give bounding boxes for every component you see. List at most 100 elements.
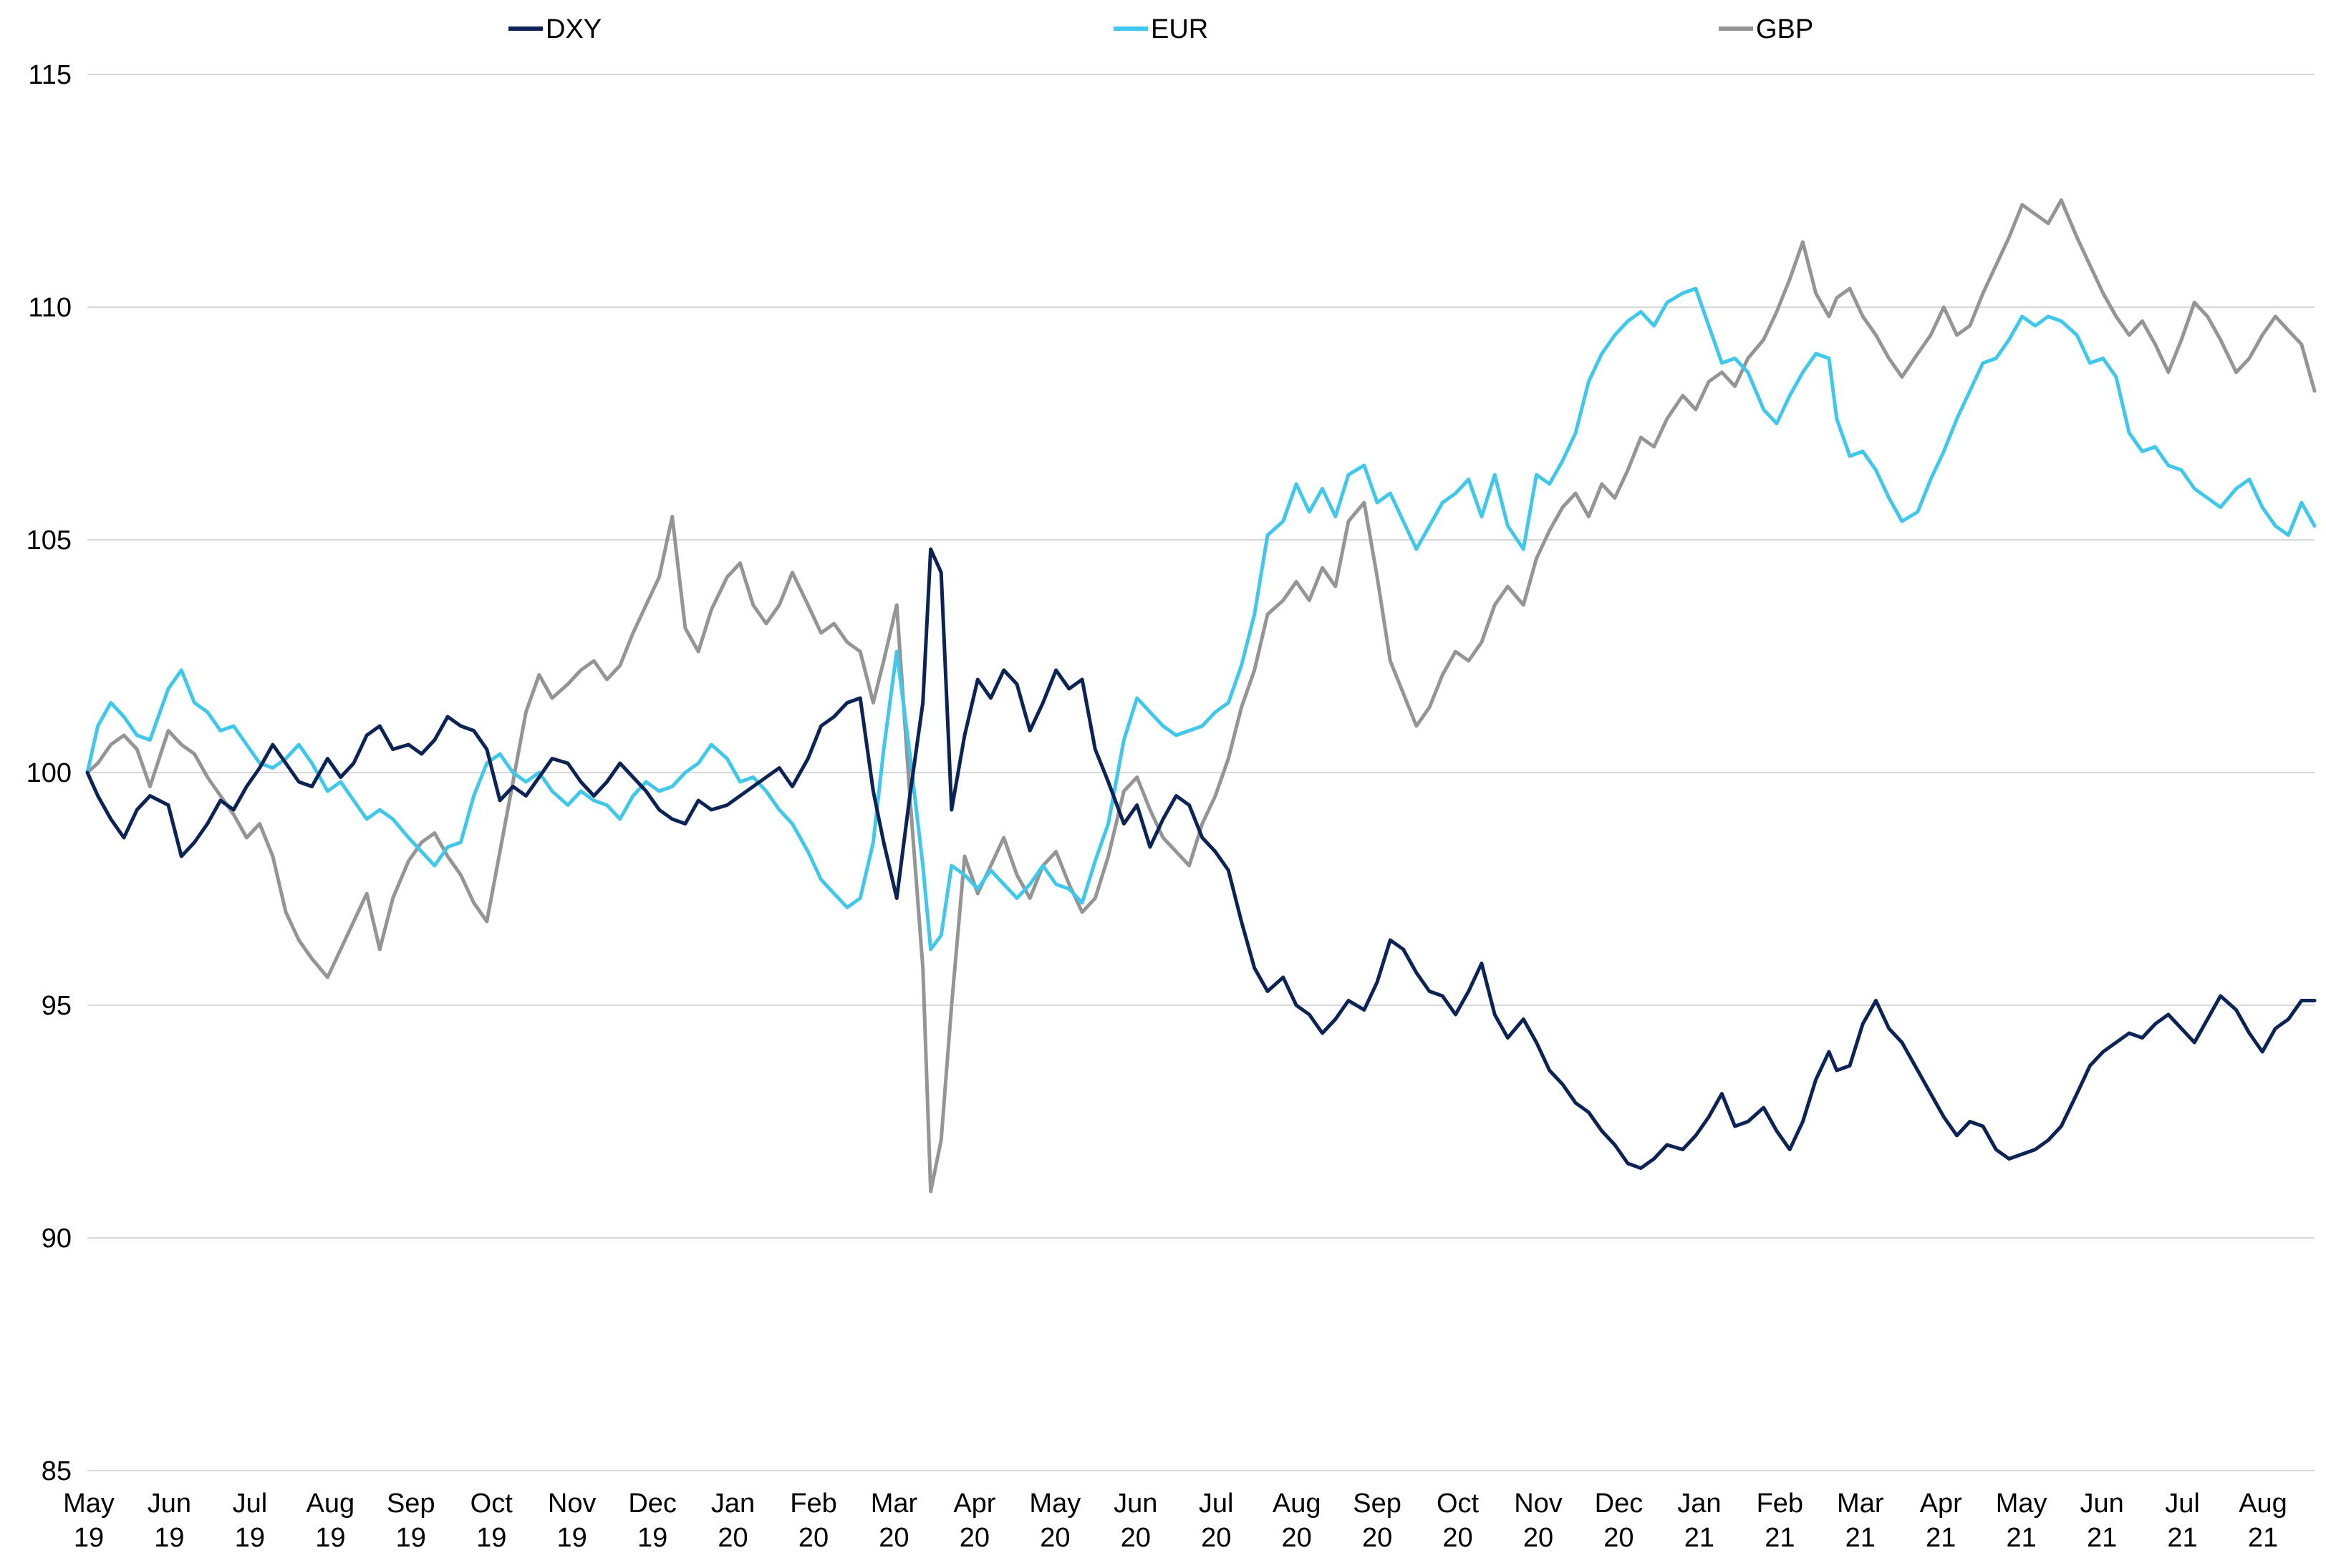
x-tick-month: Nov — [1514, 1489, 1563, 1519]
x-tick-year: 19 — [557, 1523, 587, 1553]
x-tick-label: May 19 — [63, 1489, 115, 1553]
x-tick-year: 20 — [718, 1523, 748, 1553]
x-tick-year: 20 — [1201, 1523, 1231, 1553]
x-tick-month: Jun — [148, 1489, 191, 1519]
x-tick-month: Apr — [1920, 1489, 1962, 1519]
y-tick-label: 115 — [28, 60, 72, 90]
x-tick-year: 19 — [396, 1523, 426, 1553]
x-tick-label: Jul 20 — [1199, 1489, 1234, 1553]
x-tick-month: Jul — [233, 1489, 268, 1519]
x-tick-month: Oct — [470, 1489, 513, 1519]
series-lines — [85, 198, 2317, 1194]
x-tick-month: Jun — [2080, 1489, 2123, 1519]
x-tick-label: May 21 — [1996, 1489, 2047, 1553]
x-tick-year: 19 — [235, 1523, 265, 1553]
x-tick-year: 20 — [798, 1523, 829, 1553]
x-tick-month: Dec — [1595, 1489, 1644, 1519]
x-tick-label: Jun 20 — [1114, 1489, 1157, 1553]
legend: DXY EUR GBP — [508, 14, 1813, 44]
x-tick-month: Aug — [2239, 1489, 2287, 1519]
x-tick-label: Mar 21 — [1837, 1489, 1884, 1553]
x-tick-label: Nov 20 — [1514, 1489, 1563, 1553]
x-tick-label: Jan 20 — [711, 1489, 755, 1553]
x-tick-month: Sep — [1353, 1489, 1401, 1519]
x-tick-month: Jan — [1677, 1489, 1721, 1519]
x-tick-month: Feb — [1757, 1489, 1803, 1519]
legend-label: EUR — [1151, 14, 1208, 44]
x-tick-year: 19 — [315, 1523, 345, 1553]
y-tick-label: 90 — [42, 1224, 72, 1254]
x-tick-label: Jun 21 — [2080, 1489, 2123, 1553]
x-tick-month: Dec — [628, 1489, 677, 1519]
x-tick-label: Sep 20 — [1353, 1489, 1401, 1553]
x-tick-label: Feb 21 — [1757, 1489, 1803, 1553]
x-tick-month: Jul — [2165, 1489, 2200, 1519]
x-tick-year: 21 — [2007, 1523, 2037, 1553]
x-tick-year: 20 — [960, 1523, 990, 1553]
x-tick-month: Aug — [1273, 1489, 1321, 1519]
legend-item-dxy: DXY — [508, 14, 602, 44]
x-tick-year: 19 — [637, 1523, 667, 1553]
x-tick-label: Oct 19 — [470, 1489, 513, 1553]
x-tick-year: 20 — [1603, 1523, 1633, 1553]
y-tick-label: 110 — [28, 293, 72, 323]
x-tick-label: Aug 21 — [2239, 1489, 2287, 1553]
x-tick-label: Aug 20 — [1273, 1489, 1321, 1553]
legend-label: DXY — [546, 14, 602, 44]
series-line-gbp — [85, 198, 2317, 1194]
x-tick-label: Nov 19 — [548, 1489, 597, 1553]
x-tick-label: Apr 20 — [953, 1489, 995, 1553]
x-tick-year: 21 — [2248, 1523, 2278, 1553]
x-tick-year: 21 — [1684, 1523, 1714, 1553]
x-tick-label: Feb 20 — [790, 1489, 836, 1553]
x-tick-year: 21 — [1845, 1523, 1876, 1553]
y-tick-label: 95 — [42, 991, 72, 1021]
x-tick-year: 19 — [74, 1523, 104, 1553]
x-tick-month: May — [1996, 1489, 2047, 1519]
y-tick-label: 100 — [26, 758, 72, 788]
x-tick-year: 20 — [1362, 1523, 1392, 1553]
x-tick-label: Mar 20 — [871, 1489, 918, 1553]
x-tick-year: 19 — [476, 1523, 506, 1553]
x-tick-year: 21 — [2167, 1523, 2197, 1553]
x-tick-label: Dec 19 — [628, 1489, 677, 1553]
x-tick-month: May — [63, 1489, 115, 1519]
x-tick-label: Jun 19 — [148, 1489, 191, 1553]
x-tick-label: Dec 20 — [1595, 1489, 1644, 1553]
x-tick-month: Jul — [1199, 1489, 1234, 1519]
x-tick-month: Apr — [953, 1489, 995, 1519]
x-tick-year: 20 — [1040, 1523, 1070, 1553]
x-tick-label: Jul 19 — [233, 1489, 268, 1553]
gridlines — [87, 74, 2315, 1471]
x-tick-year: 21 — [2087, 1523, 2117, 1553]
x-tick-month: Mar — [1837, 1489, 1884, 1519]
x-axis: May 19 Jun 19 Jul 19 Aug 19 Sep 19 Oct 19 Nov 19 Dec 19… — [63, 1489, 2287, 1553]
x-tick-month: Nov — [548, 1489, 597, 1519]
x-tick-month: Jun — [1114, 1489, 1157, 1519]
y-axis: 85 90 95 100 105 110 115 — [26, 60, 72, 1486]
x-tick-label: Oct 20 — [1437, 1489, 1480, 1553]
series-line-dxy — [85, 547, 2317, 1170]
x-tick-year: 20 — [879, 1523, 909, 1553]
x-tick-label: Jul 21 — [2165, 1489, 2200, 1553]
x-tick-year: 19 — [154, 1523, 184, 1553]
x-tick-year: 20 — [1121, 1523, 1151, 1553]
y-tick-label: 85 — [42, 1456, 72, 1486]
x-tick-year: 20 — [1282, 1523, 1312, 1553]
legend-item-gbp: GBP — [1719, 14, 1813, 44]
x-tick-year: 21 — [1926, 1523, 1956, 1553]
x-tick-year: 21 — [1765, 1523, 1795, 1553]
x-tick-label: Sep 19 — [387, 1489, 435, 1553]
x-tick-month: Jan — [711, 1489, 755, 1519]
x-tick-label: Apr 21 — [1920, 1489, 1962, 1553]
x-tick-month: Oct — [1437, 1489, 1480, 1519]
x-tick-label: May 20 — [1029, 1489, 1081, 1553]
y-tick-label: 105 — [26, 526, 72, 556]
x-tick-label: Jan 21 — [1677, 1489, 1721, 1553]
x-tick-month: Mar — [871, 1489, 918, 1519]
x-tick-month: Aug — [307, 1489, 355, 1519]
legend-label: GBP — [1756, 14, 1813, 44]
x-tick-month: Sep — [387, 1489, 435, 1519]
